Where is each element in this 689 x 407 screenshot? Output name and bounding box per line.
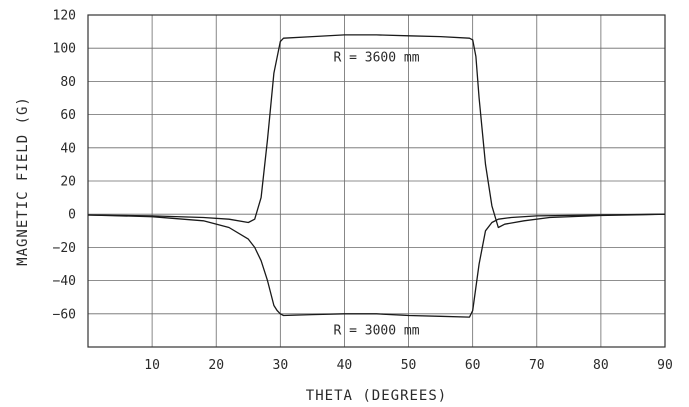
- x-axis-label: THETA (DEGREES): [306, 388, 447, 404]
- x-tick-label: 60: [465, 358, 481, 373]
- y-tick-label: 80: [60, 75, 76, 90]
- y-tick-label: 120: [53, 9, 76, 24]
- series-annotation-r3600: R = 3600 mm: [333, 50, 419, 65]
- series-line-r3000: [87, 213, 666, 318]
- y-axis-label: MAGNETIC FIELD (G): [15, 96, 31, 266]
- series-annotation-r3000: R = 3000 mm: [333, 324, 419, 339]
- x-tick-label: 80: [593, 358, 609, 373]
- y-tick-label: −60: [53, 307, 76, 322]
- y-tick-label: 60: [60, 108, 76, 123]
- series-line-r3600: [87, 34, 666, 229]
- x-tick-label: 50: [401, 358, 417, 373]
- x-tick-label: 10: [144, 358, 160, 373]
- y-tick-label: 100: [53, 42, 76, 57]
- y-tick-label: −20: [53, 241, 76, 256]
- plot-area-frame: [87, 14, 666, 348]
- x-tick-label: 30: [273, 358, 289, 373]
- y-tick-label: −40: [53, 274, 76, 289]
- x-tick-label: 20: [208, 358, 224, 373]
- y-tick-label: 40: [60, 141, 76, 156]
- y-axis-ticks: 120 100 80 60 40 20 0 −20 −40 −60: [53, 9, 76, 323]
- x-tick-label: 40: [337, 358, 353, 373]
- x-axis-ticks: 10 20 30 40 50 60 70 80 90: [144, 358, 673, 373]
- x-tick-label: 70: [529, 358, 545, 373]
- chart-grid: [88, 14, 666, 347]
- x-tick-label: 90: [657, 358, 673, 373]
- series-layer: [87, 34, 666, 318]
- y-tick-label: 20: [60, 175, 76, 190]
- y-tick-label: 0: [68, 208, 76, 223]
